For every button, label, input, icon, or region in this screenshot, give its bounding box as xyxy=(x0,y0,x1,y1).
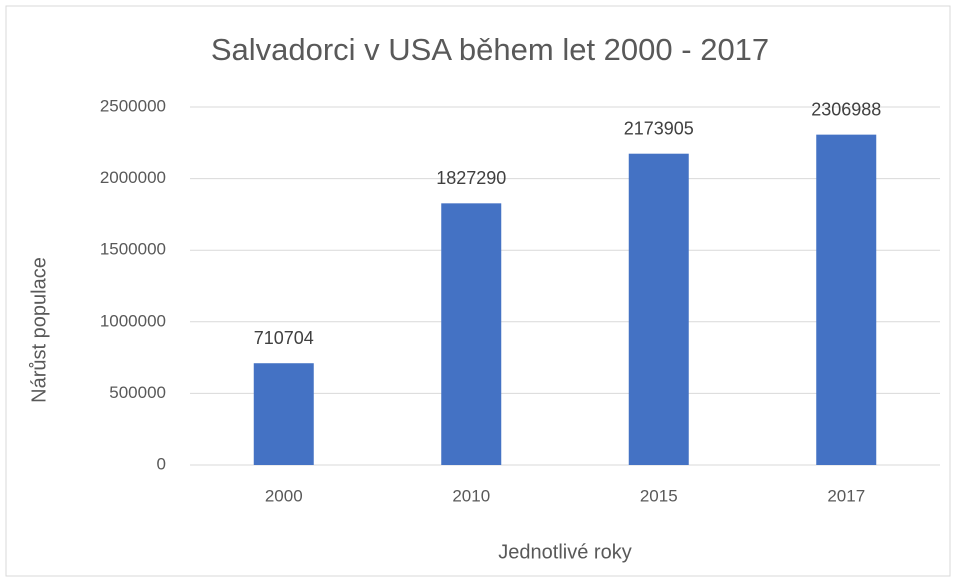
x-tick-label: 2015 xyxy=(640,486,678,505)
chart-title: Salvadorci v USA během let 2000 - 2017 xyxy=(211,32,769,67)
y-tick-label: 0 xyxy=(157,454,166,473)
y-tick-label: 2000000 xyxy=(100,168,166,187)
x-tick-label: 2017 xyxy=(827,486,865,505)
y-axis-title: Nárůst populace xyxy=(28,257,50,403)
data-label: 2306988 xyxy=(811,99,881,119)
bar xyxy=(816,134,877,465)
data-label: 2173905 xyxy=(624,118,694,138)
y-tick-label: 500000 xyxy=(109,383,166,402)
bar xyxy=(628,153,689,465)
bar xyxy=(441,203,502,465)
y-tick-label: 1000000 xyxy=(100,311,166,330)
y-tick-label: 1500000 xyxy=(100,240,166,259)
data-label: 1827290 xyxy=(436,168,506,188)
x-tick-label: 2000 xyxy=(265,486,303,505)
bar xyxy=(253,363,314,465)
data-label: 710704 xyxy=(254,328,314,348)
x-tick-label: 2010 xyxy=(452,486,490,505)
x-axis-title: Jednotlivé roky xyxy=(498,541,631,563)
y-tick-label: 2500000 xyxy=(100,96,166,115)
